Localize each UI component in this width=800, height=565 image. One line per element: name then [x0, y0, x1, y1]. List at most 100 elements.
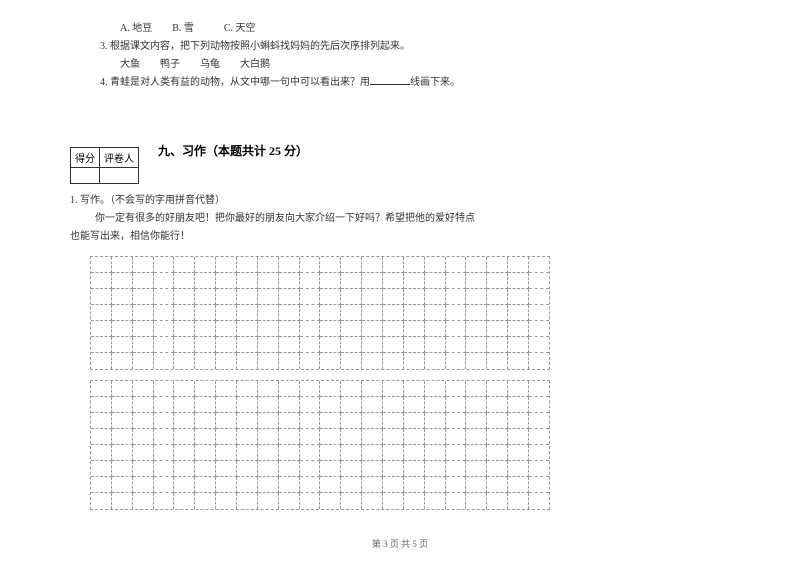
grid-cell: [362, 321, 383, 337]
grid-cell: [466, 413, 487, 429]
grid-cell: [446, 445, 467, 461]
grid-cell: [508, 257, 529, 273]
grid-cell: [174, 445, 195, 461]
question-4: 4. 青蛙是对人类有益的动物，从文中哪一句中可以看出来？用线画下来。: [100, 74, 730, 92]
grid-cell: [300, 413, 321, 429]
grid-cell: [404, 429, 425, 445]
grid-cell: [508, 477, 529, 493]
grid-cell: [446, 493, 467, 509]
grid-cell: [320, 413, 341, 429]
grid-cell: [300, 321, 321, 337]
grid-cell: [174, 353, 195, 369]
grid-cell: [446, 381, 467, 397]
grid-cell: [362, 445, 383, 461]
grid-cell: [195, 337, 216, 353]
grid-cell: [446, 289, 467, 305]
grid-cell: [237, 477, 258, 493]
grid-cell: [112, 461, 133, 477]
grid-cell: [258, 397, 279, 413]
grid-block-2: [90, 380, 550, 510]
grid-row: [91, 353, 549, 369]
grid-cell: [341, 353, 362, 369]
grid-row: [91, 429, 549, 445]
grid-cell: [279, 429, 300, 445]
grid-cell: [383, 429, 404, 445]
grid-cell: [91, 353, 112, 369]
grid-cell: [279, 305, 300, 321]
grid-cell: [320, 353, 341, 369]
question-3: 3. 根据课文内容，把下列动物按照小蝌蚪找妈妈的先后次序排列起来。: [100, 38, 730, 56]
grid-cell: [466, 289, 487, 305]
grid-cell: [341, 321, 362, 337]
grid-row: [91, 321, 549, 337]
grid-cell: [300, 337, 321, 353]
grid-cell: [154, 321, 175, 337]
grid-cell: [133, 305, 154, 321]
grid-cell: [404, 273, 425, 289]
grid-cell: [133, 337, 154, 353]
grid-cell: [341, 381, 362, 397]
grid-cell: [383, 273, 404, 289]
grid-cell: [91, 305, 112, 321]
grid-cell: [112, 289, 133, 305]
grid-cell: [320, 257, 341, 273]
grid-cell: [133, 413, 154, 429]
grid-cell: [195, 353, 216, 369]
grid-cell: [154, 429, 175, 445]
grid-cell: [362, 257, 383, 273]
grid-cell: [362, 305, 383, 321]
page-footer: 第 3 页 共 5 页: [0, 537, 800, 550]
grid-cell: [508, 289, 529, 305]
grid-cell: [404, 477, 425, 493]
grid-cell: [216, 461, 237, 477]
grid-cell: [91, 337, 112, 353]
grid-cell: [529, 257, 549, 273]
writing-prompt: 1. 写作。（不会写的字用拼音代替） 你一定有很多的好朋友吧！把你最好的朋友向大…: [70, 192, 730, 246]
grid-cell: [258, 337, 279, 353]
grid-cell: [195, 289, 216, 305]
grid-cell: [362, 493, 383, 509]
grid-cell: [300, 381, 321, 397]
grid-row: [91, 477, 549, 493]
grid-row: [91, 381, 549, 397]
grid-cell: [320, 381, 341, 397]
grid-cell: [404, 413, 425, 429]
grid-cell: [216, 381, 237, 397]
grid-cell: [425, 305, 446, 321]
grid-cell: [529, 429, 549, 445]
grid-cell: [508, 321, 529, 337]
grid-row: [91, 413, 549, 429]
grid-cell: [404, 289, 425, 305]
grid-row: [91, 257, 549, 273]
grid-row: [91, 273, 549, 289]
grid-cell: [279, 381, 300, 397]
grid-cell: [466, 257, 487, 273]
grid-cell: [133, 289, 154, 305]
grid-cell: [487, 289, 508, 305]
grid-cell: [133, 461, 154, 477]
grid-cell: [91, 461, 112, 477]
grid-cell: [466, 353, 487, 369]
grid-cell: [425, 257, 446, 273]
grid-cell: [300, 445, 321, 461]
grid-cell: [446, 397, 467, 413]
grid-cell: [258, 429, 279, 445]
grid-cell: [487, 353, 508, 369]
grid-cell: [133, 477, 154, 493]
grid-cell: [404, 337, 425, 353]
grid-cell: [216, 257, 237, 273]
grid-cell: [112, 413, 133, 429]
grid-cell: [404, 305, 425, 321]
grid-cell: [341, 257, 362, 273]
grid-cell: [91, 273, 112, 289]
grid-cell: [237, 321, 258, 337]
grid-cell: [195, 413, 216, 429]
grid-cell: [508, 273, 529, 289]
grid-cell: [508, 461, 529, 477]
grid-cell: [237, 289, 258, 305]
grid-cell: [279, 397, 300, 413]
grid-cell: [487, 429, 508, 445]
grid-cell: [258, 273, 279, 289]
grid-row: [91, 289, 549, 305]
grid-cell: [425, 289, 446, 305]
